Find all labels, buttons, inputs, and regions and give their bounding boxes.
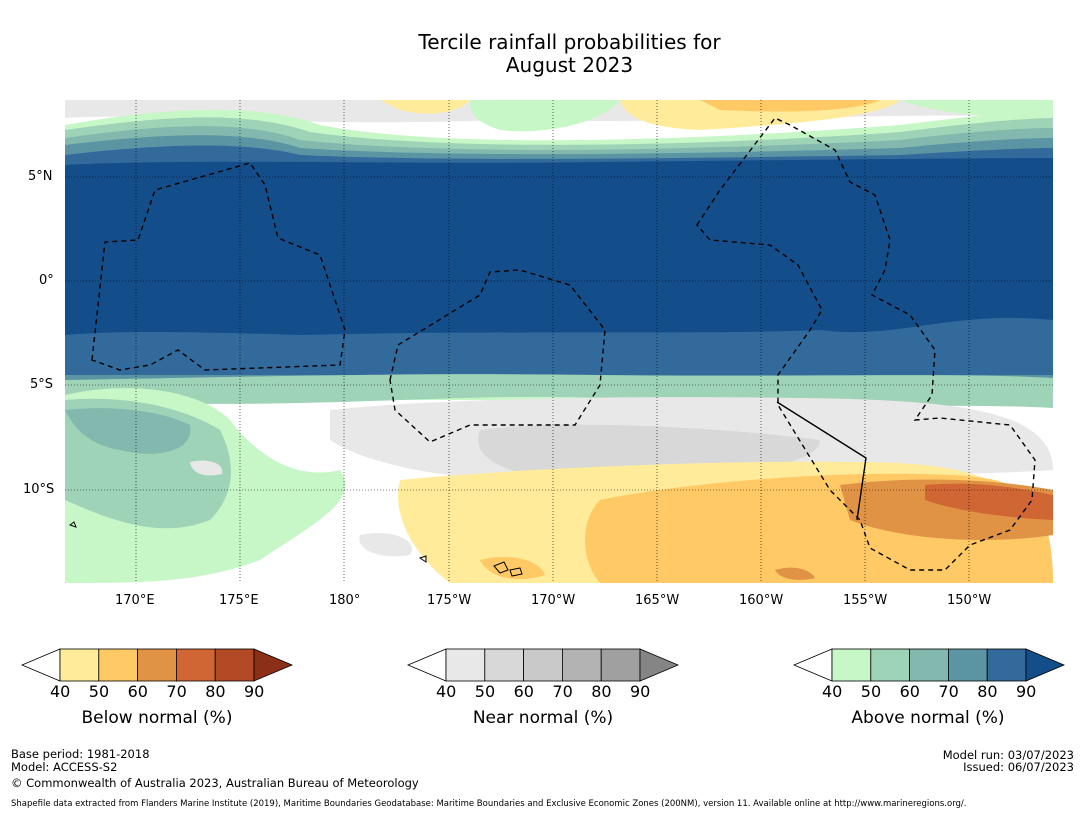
colorbar-tick-label: 80 (591, 682, 612, 701)
colorbar-cell (909, 648, 949, 682)
colorbar-tick-label: 50 (860, 682, 882, 701)
colorbar-tick-label: 90 (1016, 682, 1037, 701)
colorbar-extend-high (253, 648, 294, 682)
map-field (65, 100, 1053, 583)
colorbar-cell (445, 648, 486, 682)
colorbar-cell (214, 648, 255, 682)
colorbar-tick-label: 70 (166, 682, 187, 701)
below-normal-region (925, 483, 1053, 520)
lat-label-0: 0° (39, 273, 54, 288)
lon-label-150w: 150°W (947, 593, 992, 608)
colorbar-title-above: Above normal (%) (851, 708, 1005, 728)
colorbar-tick-label: 40 (436, 682, 457, 701)
colorbar-cell (831, 648, 872, 682)
gridlines (65, 100, 1053, 583)
colorbar-tick-label: 90 (630, 682, 651, 701)
chart-title: Tercile rainfall probabilities for Augus… (0, 31, 1085, 77)
below-normal-region (700, 100, 880, 112)
islands (68, 521, 523, 577)
colorbar-tick-label: 90 (244, 682, 265, 701)
shapefile-credit: Shapefile data extracted from Flanders M… (11, 799, 967, 809)
colorbar-extend-high (1025, 648, 1066, 682)
lon-label-170e: 170°E (115, 593, 155, 608)
colorbar-title-near: Near normal (%) (472, 708, 614, 728)
colorbar-cell (59, 648, 100, 682)
colorbar-above (792, 648, 1066, 682)
lon-label-160w: 160°W (739, 593, 784, 608)
colorbar-cell (484, 648, 524, 682)
boundary-line (776, 401, 867, 521)
lon-label-170w: 170°W (531, 593, 576, 608)
colorbar-cell (600, 648, 641, 682)
lon-label-180: 180° (329, 593, 361, 608)
below-normal-region (380, 100, 470, 114)
colorbar-tick-label: 60 (513, 682, 534, 701)
colorbar-extend-low (406, 648, 447, 682)
colorbar-title-below: Below normal (%) (81, 708, 233, 728)
colorbar-tick-label: 60 (899, 682, 920, 701)
model-run: Model run: 03/07/2023 (942, 748, 1074, 762)
lat-label-10s: 10°S (23, 482, 55, 497)
colorbar-tick-label: 60 (127, 682, 148, 701)
chart-title-line1: Tercile rainfall probabilities for (418, 30, 721, 54)
colorbar-cell (870, 648, 910, 682)
colorbar-cell (98, 648, 139, 682)
colorbar-below (20, 648, 294, 682)
lon-label-175w: 175°W (427, 593, 472, 608)
colorbar-tick-label: 70 (552, 682, 573, 701)
colorbar-cell (562, 648, 602, 682)
lat-label-5s: 5°S (30, 377, 54, 392)
eez-boundary (91, 117, 1036, 571)
colorbar-tick-label: 50 (474, 682, 496, 701)
lon-label-155w: 155°W (843, 593, 888, 608)
colorbar-tick-label: 80 (205, 682, 226, 701)
colorbar-extend-low (792, 648, 833, 682)
lat-label-5n: 5°N (28, 169, 53, 184)
lon-label-165w: 165°W (635, 593, 680, 608)
colorbar-tick-label: 70 (938, 682, 959, 701)
base-period: Base period: 1981-2018 (11, 747, 150, 761)
colorbar-tick-label: 50 (88, 682, 110, 701)
colorbar-cell (986, 648, 1027, 682)
colorbar-tick-label: 40 (822, 682, 843, 701)
colorbar-cell (948, 648, 988, 682)
issued-date: Issued: 06/07/2023 (963, 760, 1074, 774)
lon-label-175e: 175°E (219, 593, 259, 608)
colorbar-tick-label: 80 (977, 682, 998, 701)
colorbar-extend-low (20, 648, 61, 682)
model-name: Model: ACCESS-S2 (11, 760, 118, 774)
copyright: © Commonwealth of Australia 2023, Austra… (11, 776, 419, 790)
colorbar-extend-high (639, 648, 680, 682)
colorbar-cell (175, 648, 216, 682)
colorbar-cell (523, 648, 563, 682)
chart-title-line2: August 2023 (505, 53, 634, 77)
colorbar-tick-label: 40 (50, 682, 71, 701)
colorbar-near (406, 648, 680, 682)
colorbar-cell (137, 648, 177, 682)
